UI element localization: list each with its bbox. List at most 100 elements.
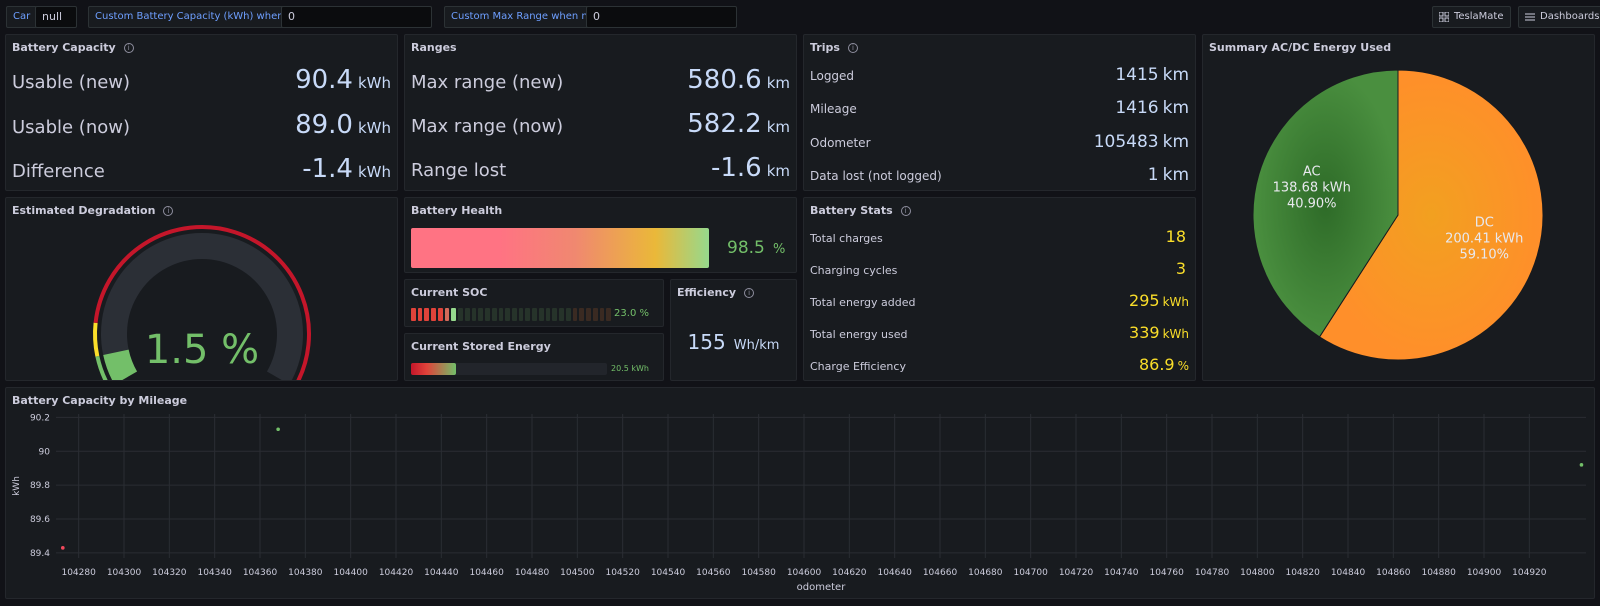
- stat-label: Mileage: [810, 102, 857, 116]
- car-variable-label: Car: [6, 6, 38, 28]
- data-point[interactable]: [1579, 463, 1584, 467]
- current-stored-panel: Current Stored Energy 20.5 kWh: [404, 333, 664, 381]
- stat-label: Usable (now): [12, 117, 130, 138]
- car-select[interactable]: null ⌄: [35, 6, 77, 42]
- efficiency-value-wrap: 155 Wh/km: [671, 330, 796, 354]
- data-point[interactable]: [276, 427, 280, 432]
- stat-label: Max range (new): [411, 72, 564, 93]
- y-tick-label: 89.6: [30, 515, 50, 525]
- x-tick-label: 104560: [696, 568, 731, 578]
- dashboards-button[interactable]: Dashboards: [1518, 6, 1600, 28]
- stat-value: 18: [1165, 227, 1186, 246]
- teslamate-button[interactable]: TeslaMate: [1432, 6, 1511, 28]
- efficiency-value: 155: [687, 330, 726, 354]
- soc-cell: [498, 308, 504, 321]
- stat-row: Difference -1.4 kWh: [12, 154, 391, 184]
- panel-title: Summary AC/DC Energy Used: [1209, 41, 1392, 54]
- range-input[interactable]: 0: [586, 6, 737, 28]
- x-tick-label: 104440: [424, 568, 459, 578]
- stat-value: 582.2: [687, 109, 762, 139]
- teslamate-label: TeslaMate: [1454, 11, 1504, 22]
- info-icon[interactable]: i: [847, 42, 858, 53]
- soc-cell: [559, 308, 564, 321]
- pie-slice-ac[interactable]: [1252, 69, 1399, 338]
- stat-unit: km: [1162, 132, 1189, 152]
- soc-bar: [411, 308, 612, 321]
- y-tick-label: 90: [39, 447, 51, 457]
- info-icon[interactable]: i: [744, 287, 755, 298]
- gauge-value: 1.5 %: [145, 327, 259, 373]
- info-icon[interactable]: i: [123, 42, 134, 53]
- stat-label: Max range (now): [411, 116, 564, 137]
- x-tick-label: 104360: [243, 568, 278, 578]
- stat-value: 86.9: [1138, 355, 1175, 374]
- capacity-input[interactable]: 0: [281, 6, 432, 28]
- x-tick-label: 104400: [333, 568, 368, 578]
- soc-value: 23.0 %: [614, 308, 649, 319]
- stat-row: Total energy added 295 kWh: [810, 291, 1189, 310]
- ranges-panel: Ranges Max range (new) 580.6 km Max range…: [404, 34, 797, 191]
- car-select-value: null: [42, 10, 63, 23]
- soc-cell: [485, 308, 490, 321]
- x-tick-label: 104380: [288, 568, 323, 578]
- panel-title: Battery Capacity i: [12, 41, 134, 54]
- stat-value: 3: [1175, 259, 1186, 278]
- x-tick-label: 104780: [1195, 568, 1230, 578]
- panel-title: Current SOC: [411, 286, 488, 299]
- stat-row: Charging cycles 3: [810, 259, 1189, 278]
- soc-cell: [478, 308, 484, 321]
- x-tick-label: 104280: [61, 568, 96, 578]
- range-variable-label: Custom Max Range when new: [444, 6, 610, 28]
- soc-cell: [592, 308, 598, 321]
- soc-cell: [437, 308, 443, 321]
- efficiency-panel: Efficiency i 155 Wh/km: [670, 279, 797, 381]
- x-tick-label: 104660: [923, 568, 958, 578]
- x-tick-label: 104640: [877, 568, 912, 578]
- stat-unit: kWh: [357, 163, 391, 181]
- menu-icon: [1525, 13, 1535, 21]
- battery-stats-panel: Battery Stats i Total charges 18 Charging…: [803, 197, 1196, 381]
- stat-unit: km: [766, 74, 790, 92]
- pie-slice-dc[interactable]: [1318, 69, 1544, 361]
- gauge-fill: [103, 349, 138, 380]
- x-tick-label: 104760: [1149, 568, 1184, 578]
- soc-cell: [512, 308, 517, 321]
- stat-label: Total charges: [810, 232, 883, 245]
- pie-label: 200.41 kWh: [1445, 231, 1523, 246]
- stat-value: 295: [1129, 291, 1160, 310]
- panel-title: Ranges: [411, 41, 457, 54]
- stat-unit: kWh: [1162, 295, 1189, 309]
- x-tick-label: 104300: [107, 568, 142, 578]
- x-tick-label: 104520: [605, 568, 640, 578]
- stat-row: Max range (new) 580.6 km: [411, 65, 790, 95]
- info-icon[interactable]: i: [900, 205, 911, 216]
- soc-cell: [599, 308, 605, 321]
- stat-value: -1.4: [302, 154, 353, 184]
- capacity-scatter-chart: 90.2 90 89.8 89.6 89.4 104280 104300 104320 1043…: [12, 413, 1586, 593]
- soc-cell: [572, 308, 578, 321]
- stat-value: -1.6: [710, 153, 762, 183]
- soc-cell: [565, 308, 571, 321]
- degradation-panel: Estimated Degradation i 1.5 %: [5, 197, 398, 381]
- data-point[interactable]: [61, 546, 65, 550]
- gauge-threshold: [93, 225, 311, 380]
- stat-value: 1415: [1115, 65, 1159, 85]
- y-axis-label: kWh: [12, 476, 22, 496]
- stat-unit: kWh: [1162, 327, 1189, 341]
- stat-value: 1: [1147, 165, 1159, 185]
- soc-cell: [424, 308, 430, 321]
- soc-cell: [505, 308, 511, 321]
- x-tick-label: 104720: [1059, 568, 1094, 578]
- x-tick-label: 104600: [787, 568, 822, 578]
- x-tick-label: 104800: [1240, 568, 1275, 578]
- y-tick-label: 89.4: [30, 549, 50, 559]
- stat-row: Charge Efficiency 86.9%: [810, 355, 1189, 374]
- panel-title: Battery Health: [411, 204, 503, 217]
- stat-row: Odometer 105483 km: [810, 132, 1189, 152]
- x-tick-label: 104860: [1376, 568, 1411, 578]
- soc-cell: [525, 308, 531, 321]
- gauge-threshold: [93, 322, 100, 357]
- variables-bar: Car null ⌄ Custom Battery Capacity (kWh)…: [0, 0, 1600, 42]
- x-tick-label: 104480: [515, 568, 550, 578]
- info-icon[interactable]: i: [163, 205, 174, 216]
